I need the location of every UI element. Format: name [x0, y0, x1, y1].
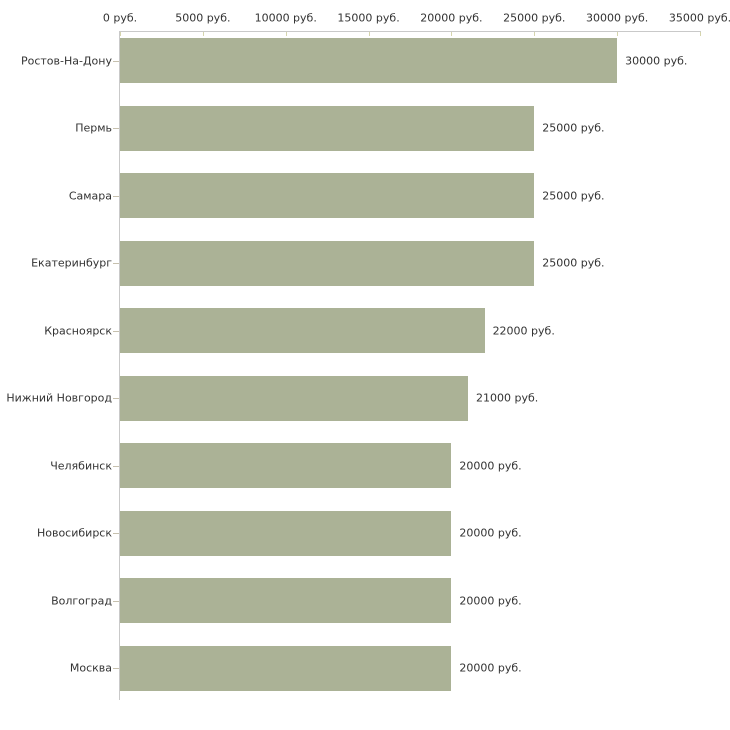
- value-label: 30000 руб.: [625, 54, 688, 67]
- bar: [120, 578, 452, 623]
- bar: [120, 240, 535, 286]
- category-label: Пермь: [75, 121, 112, 135]
- bar: [120, 173, 535, 218]
- x-tick-mark: [617, 32, 619, 36]
- value-label: 25000 руб.: [542, 189, 605, 202]
- y-tick-mark: [113, 195, 119, 197]
- value-label: 20000 руб.: [459, 459, 522, 472]
- value-label: 20000 руб.: [459, 594, 522, 607]
- y-tick-mark: [113, 533, 119, 534]
- value-label: 25000 руб.: [542, 256, 605, 270]
- y-tick-mark: [113, 668, 119, 669]
- y-tick-mark: [113, 60, 119, 62]
- bar: [120, 105, 535, 151]
- bar: [120, 443, 452, 488]
- bar: [120, 645, 452, 691]
- bar: [120, 308, 485, 353]
- y-tick-mark: [113, 128, 119, 129]
- x-tick-mark: [202, 32, 204, 36]
- x-tick-mark: [368, 32, 370, 36]
- x-axis-line: [120, 31, 701, 32]
- x-tick-label: 5000 руб.: [175, 11, 231, 25]
- bar: [120, 375, 468, 421]
- y-tick-mark: [113, 263, 119, 264]
- category-label: Нижний Новгород: [6, 391, 112, 405]
- y-tick-mark: [113, 330, 119, 332]
- value-label: 21000 руб.: [476, 391, 539, 405]
- y-tick-mark: [113, 600, 119, 602]
- value-label: 25000 руб.: [542, 121, 605, 135]
- value-label: 22000 руб.: [492, 324, 555, 337]
- bar: [120, 38, 618, 83]
- x-tick-label: 35000 руб.: [668, 11, 730, 25]
- value-label: 20000 руб.: [459, 661, 522, 675]
- y-tick-mark: [113, 465, 119, 467]
- category-label: Екатеринбург: [31, 256, 112, 270]
- x-tick-label: 0 руб.: [102, 11, 138, 25]
- x-tick-label: 10000 руб.: [254, 11, 317, 25]
- category-label: Самара: [68, 189, 112, 202]
- category-label: Москва: [69, 661, 112, 675]
- value-label: 20000 руб.: [459, 526, 522, 540]
- category-label: Новосибирск: [36, 526, 112, 540]
- x-tick-mark: [700, 32, 701, 36]
- x-tick-mark: [451, 32, 453, 36]
- x-tick-label: 30000 руб.: [586, 11, 649, 25]
- category-label: Ростов-На-Дону: [20, 54, 112, 67]
- category-label: Челябинск: [50, 459, 112, 472]
- x-tick-mark: [285, 32, 287, 36]
- bar: [120, 510, 452, 556]
- category-label: Волгоград: [51, 594, 112, 607]
- y-tick-mark: [113, 398, 119, 399]
- x-tick-label: 25000 руб.: [503, 11, 566, 25]
- x-tick-mark: [534, 32, 536, 36]
- category-label: Красноярск: [44, 324, 112, 337]
- x-tick-mark: [120, 32, 121, 36]
- x-tick-label: 15000 руб.: [337, 11, 400, 25]
- y-axis-line: [119, 31, 120, 700]
- x-tick-label: 20000 руб.: [420, 11, 483, 25]
